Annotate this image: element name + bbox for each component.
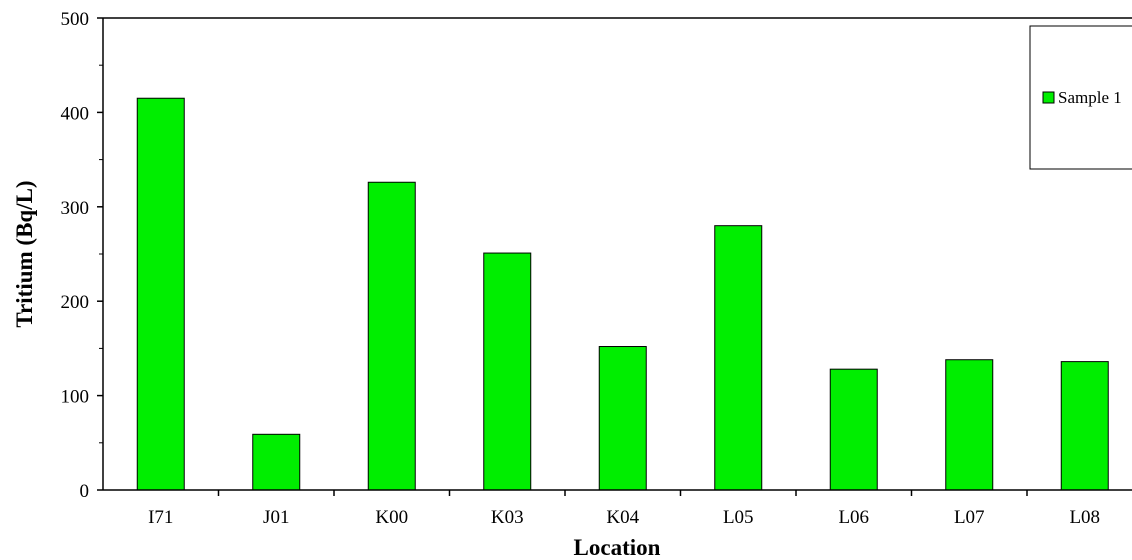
- y-tick-label: 0: [80, 481, 90, 502]
- x-tick-label: L06: [838, 507, 869, 528]
- y-tick-labels: 0 100 200 300 400 500: [61, 9, 90, 502]
- x-axis-title: Location: [574, 535, 661, 560]
- bar-l05: [714, 225, 763, 491]
- legend-label: Sample 1: [1058, 88, 1122, 107]
- y-tick-label: 500: [61, 9, 90, 30]
- bar-l08: [1060, 361, 1109, 491]
- legend-swatch: [1042, 91, 1055, 104]
- y-ticks: [97, 17, 103, 491]
- y-tick-label: 100: [61, 387, 90, 408]
- y-tick-label: 400: [61, 103, 90, 124]
- bar-k03: [483, 252, 532, 491]
- bar-l07: [945, 359, 994, 491]
- x-tick-label: K04: [606, 507, 639, 528]
- x-tick-labels: I71 J01 K00 K03 K04 L05 L06 L07 L08: [148, 507, 1100, 528]
- x-tick-label: L07: [954, 507, 985, 528]
- x-tick-label: K00: [375, 507, 408, 528]
- x-tick-label: I71: [148, 507, 173, 528]
- x-tick-label: L05: [723, 507, 754, 528]
- x-tick-label: K03: [491, 507, 524, 528]
- bar-j01: [252, 433, 301, 491]
- y-axis-title: Tritium (Bq/L): [12, 180, 37, 327]
- bars: [136, 97, 1109, 491]
- y-tick-label: 300: [61, 198, 90, 219]
- x-tick-label: L08: [1069, 507, 1100, 528]
- x-tick-label: J01: [263, 507, 289, 528]
- y-tick-label: 200: [61, 292, 90, 313]
- bar-k00: [367, 181, 416, 491]
- legend: Sample 1: [1029, 25, 1132, 170]
- bar-l06: [829, 368, 878, 491]
- bar-k04: [598, 346, 647, 491]
- bar-i71: [136, 97, 185, 491]
- x-ticks: [217, 490, 1028, 496]
